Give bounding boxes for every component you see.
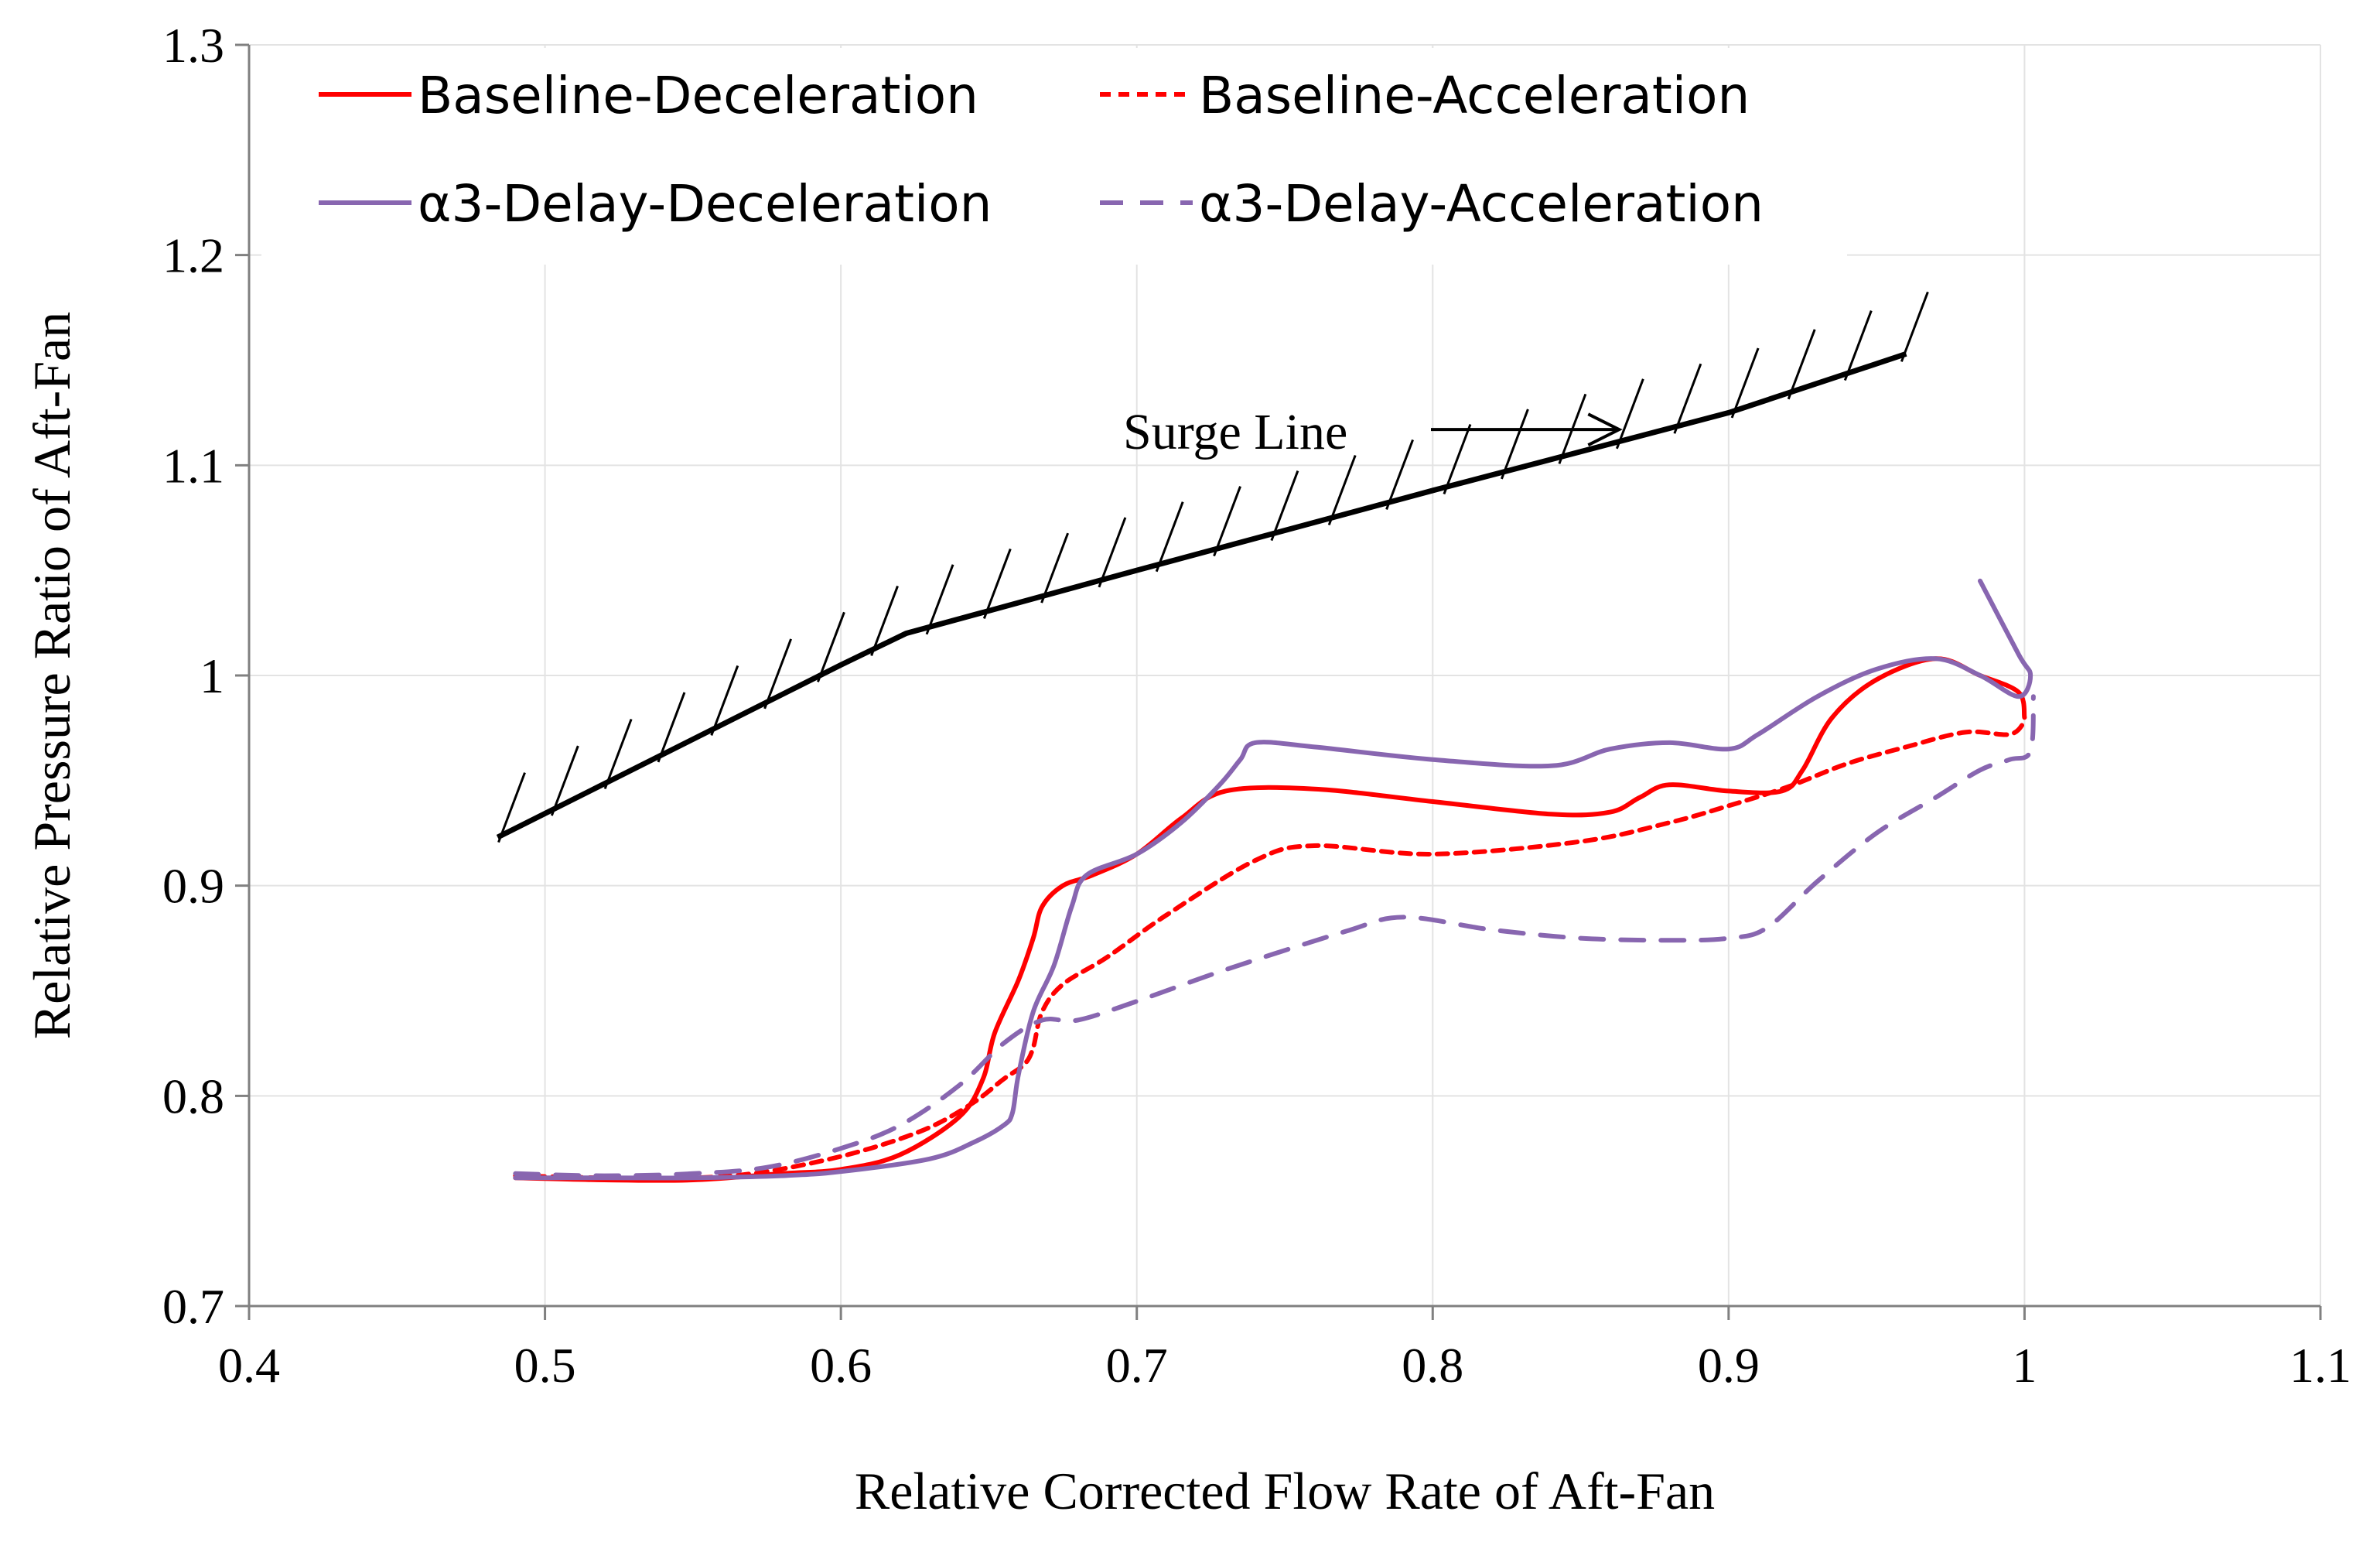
surge-hatch xyxy=(657,692,686,763)
series-alpha3-delay-deceleration xyxy=(513,578,2033,1181)
surge-hatch xyxy=(1615,378,1644,450)
legend-label-baseline-acceleration: Baseline-Acceleration xyxy=(1199,66,1750,125)
surge-hatch xyxy=(870,585,899,656)
legend-label-alpha3-delay-deceleration: α3-Delay-Deceleration xyxy=(418,174,992,234)
legend: Baseline-Deceleration Baseline-Accelerati… xyxy=(261,48,1847,265)
surge-line-arrow-head xyxy=(1587,412,1623,446)
y-tick-label: 0.7 xyxy=(162,1279,224,1334)
legend-label-baseline-deceleration: Baseline-Deceleration xyxy=(418,66,978,125)
legend-background xyxy=(261,48,1847,265)
surge-line-group xyxy=(496,291,1929,843)
annotation-group: Surge Line xyxy=(1123,404,1623,460)
surge-hatch xyxy=(982,548,1012,619)
x-tick-label: 0.8 xyxy=(1402,1338,1463,1393)
x-tick-label: 0.7 xyxy=(1106,1338,1168,1393)
surge-hatch xyxy=(1327,454,1357,526)
surge-hatch xyxy=(1843,310,1873,381)
surge-hatch xyxy=(1155,501,1184,573)
y-tick-label: 1 xyxy=(200,648,224,703)
surge-hatch xyxy=(1213,486,1241,557)
y-tick-label: 1.2 xyxy=(162,228,224,283)
series-baseline-acceleration xyxy=(513,719,2027,1181)
surge-hatch xyxy=(550,745,579,816)
series-alpha3-delay-acceleration xyxy=(513,694,2036,1178)
y-axis-title: Relative Pressure Ratio of Aft-Fan xyxy=(22,312,81,1039)
y-tick-label: 0.8 xyxy=(162,1069,224,1123)
surge-hatch xyxy=(1501,409,1529,480)
legend-label-alpha3-delay-acceleration: α3-Delay-Acceleration xyxy=(1199,174,1764,234)
surge-hatch xyxy=(1787,329,1816,400)
surge-line xyxy=(496,351,1907,840)
y-tick-label: 1.1 xyxy=(162,438,224,493)
surge-hatch xyxy=(497,772,526,843)
surge-hatch xyxy=(1673,363,1702,434)
surge-hatch xyxy=(710,665,739,736)
surge-hatch xyxy=(817,611,845,682)
axes xyxy=(235,43,2322,1320)
surge-hatch xyxy=(1270,470,1299,542)
x-tick-label: 0.6 xyxy=(810,1338,872,1393)
y-tick-label: 1.3 xyxy=(162,18,224,73)
x-tick-label: 1.1 xyxy=(2290,1338,2351,1393)
surge-hatch xyxy=(1098,517,1127,588)
tick-labels: 0.7 0.8 0.9 1 1.1 1.2 1.3 0.4 0.5 0.6 0.7 0.8 0.9 1 1.… xyxy=(162,18,2351,1393)
x-tick-label: 0.5 xyxy=(514,1338,576,1393)
surge-hatch xyxy=(1040,532,1070,604)
surge-hatch xyxy=(763,638,793,710)
x-tick-label: 0.4 xyxy=(218,1338,280,1393)
x-tick-label: 1 xyxy=(2012,1338,2037,1393)
surge-hatch xyxy=(1443,423,1472,495)
surge-hatch xyxy=(1730,347,1760,419)
surge-hatch xyxy=(925,564,954,635)
y-tick-label: 0.9 xyxy=(162,859,224,914)
surge-line-label: Surge Line xyxy=(1123,404,1347,460)
series-baseline-deceleration xyxy=(513,656,2027,1183)
surge-hatch xyxy=(603,718,633,790)
surge-hatch xyxy=(1385,439,1414,510)
series-group xyxy=(513,578,2036,1183)
surge-hatch xyxy=(1900,291,1929,362)
x-tick-label: 0.9 xyxy=(1698,1338,1760,1393)
x-axis-title: Relative Corrected Flow Rate of Aft-Fan xyxy=(855,1462,1715,1520)
